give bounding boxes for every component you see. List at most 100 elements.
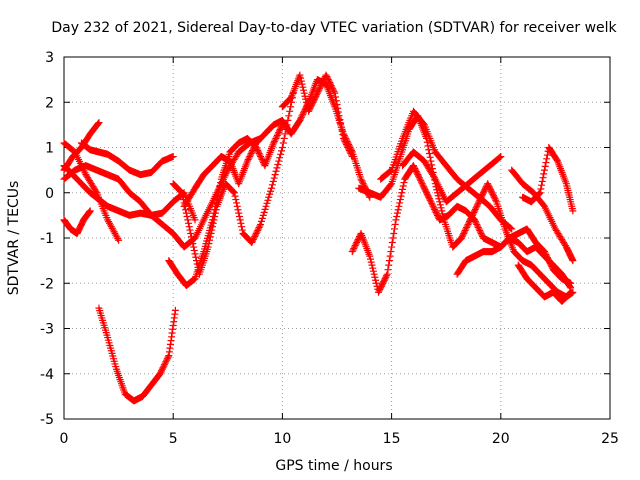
y-tick-label: 3 — [45, 50, 54, 66]
data-point — [268, 181, 276, 189]
data-point — [375, 287, 383, 295]
data-point — [462, 225, 470, 233]
data-point — [536, 189, 544, 197]
data-points — [60, 71, 577, 405]
data-point — [383, 270, 391, 278]
data-point — [323, 73, 331, 81]
data-point — [566, 289, 574, 297]
data-point — [426, 153, 434, 161]
data-point — [296, 71, 304, 79]
data-point — [428, 199, 436, 207]
data-point — [543, 151, 551, 159]
data-point — [395, 202, 403, 210]
data-point — [424, 142, 432, 150]
data-point — [463, 222, 471, 230]
data-point — [238, 226, 246, 234]
data-point — [487, 187, 495, 195]
data-point — [491, 195, 499, 203]
data-point — [542, 159, 550, 167]
data-point — [324, 74, 332, 82]
data-point — [479, 189, 487, 197]
data-point — [251, 231, 259, 239]
data-point — [472, 204, 480, 212]
data-point — [210, 216, 218, 224]
series-track-1 — [60, 119, 103, 174]
data-point — [164, 353, 172, 361]
data-point — [492, 196, 500, 204]
data-point — [247, 150, 255, 158]
data-point — [270, 137, 278, 145]
data-point — [391, 225, 399, 233]
data-point — [474, 223, 482, 231]
data-point — [325, 77, 333, 85]
data-point — [417, 178, 425, 186]
data-point — [308, 101, 316, 109]
data-point — [310, 97, 318, 105]
data-point — [322, 71, 330, 79]
data-point — [387, 181, 395, 189]
data-point — [393, 213, 401, 221]
data-point — [389, 234, 397, 242]
data-point — [329, 86, 337, 94]
data-point — [249, 236, 257, 244]
data-point — [255, 223, 263, 231]
data-point — [353, 239, 361, 247]
data-point — [567, 279, 575, 287]
data-point — [157, 368, 165, 376]
data-point — [337, 123, 345, 131]
data-point — [235, 209, 243, 217]
data-point — [209, 219, 217, 227]
series-track-6 — [77, 139, 177, 179]
data-point — [244, 156, 252, 164]
data-point — [217, 179, 225, 187]
data-point — [259, 211, 267, 219]
data-point — [472, 219, 480, 227]
data-point — [257, 153, 265, 161]
data-point — [270, 139, 278, 147]
data-point — [397, 192, 405, 200]
data-point — [346, 148, 354, 156]
data-point — [567, 288, 575, 296]
data-point — [569, 257, 577, 265]
data-point — [476, 226, 484, 234]
data-point — [473, 202, 481, 210]
x-tick-label: 10 — [273, 431, 291, 447]
data-point — [352, 240, 360, 248]
data-point — [507, 224, 515, 232]
data-point — [230, 189, 238, 197]
data-point — [432, 208, 440, 216]
data-point — [425, 193, 433, 201]
x-tick-label: 5 — [169, 431, 178, 447]
data-point — [388, 243, 396, 251]
data-point — [206, 233, 214, 241]
data-point — [357, 175, 365, 183]
data-point — [544, 255, 552, 263]
data-point — [358, 178, 366, 186]
data-point — [372, 276, 380, 284]
data-point — [545, 257, 553, 265]
data-point — [262, 202, 270, 210]
data-point — [423, 190, 431, 198]
data-point — [484, 181, 492, 189]
data-point — [565, 290, 573, 298]
data-point — [538, 177, 546, 185]
data-point — [298, 112, 306, 120]
data-point — [334, 104, 342, 112]
x-axis-label: GPS time / hours — [275, 458, 392, 474]
data-point — [208, 226, 216, 234]
data-point — [460, 229, 468, 237]
data-point — [189, 240, 197, 248]
data-point — [336, 116, 344, 124]
data-point — [176, 187, 184, 195]
data-point — [316, 83, 324, 91]
data-point — [348, 153, 356, 161]
data-point — [424, 192, 432, 200]
data-point — [476, 228, 484, 236]
data-point — [489, 190, 497, 198]
data-point — [543, 155, 551, 163]
data-point — [420, 184, 428, 192]
data-point — [159, 364, 167, 372]
data-point — [270, 174, 278, 182]
data-point — [484, 180, 492, 188]
